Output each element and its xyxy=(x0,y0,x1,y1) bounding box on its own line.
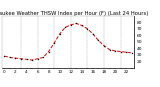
Title: Milwaukee Weather THSW Index per Hour (F) (Last 24 Hours): Milwaukee Weather THSW Index per Hour (F… xyxy=(0,11,149,16)
